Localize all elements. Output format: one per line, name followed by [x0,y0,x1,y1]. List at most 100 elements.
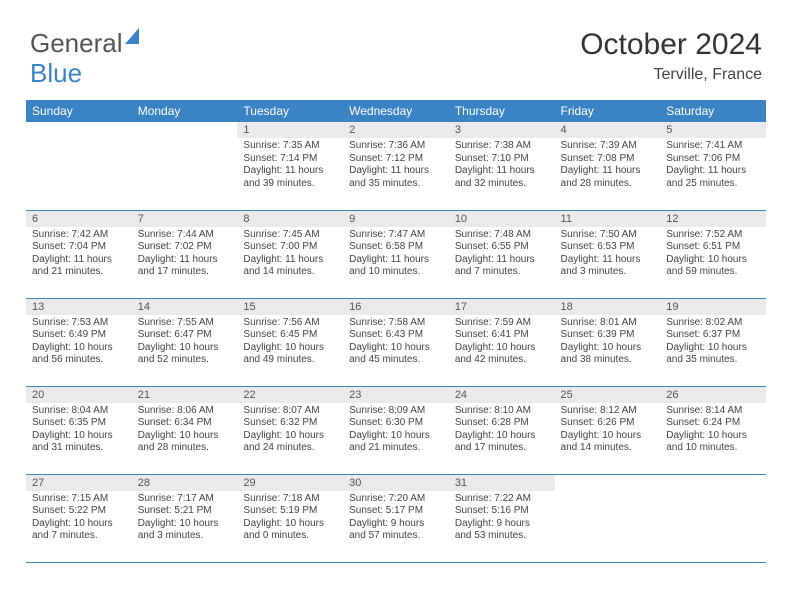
weekday-header: Friday [555,100,661,122]
day-number: 1 [237,122,343,138]
calendar-cell: 26Sunrise: 8:14 AMSunset: 6:24 PMDayligh… [660,386,766,474]
calendar-cell: 5Sunrise: 7:41 AMSunset: 7:06 PMDaylight… [660,122,766,210]
day-details: Sunrise: 8:10 AMSunset: 6:28 PMDaylight:… [449,403,555,459]
calendar-week-row: 20Sunrise: 8:04 AMSunset: 6:35 PMDayligh… [26,386,766,474]
day-details: Sunrise: 7:56 AMSunset: 6:45 PMDaylight:… [237,315,343,371]
month-title: October 2024 [580,28,762,62]
calendar-cell [555,474,661,562]
weekday-header: Tuesday [237,100,343,122]
calendar-cell: 8Sunrise: 7:45 AMSunset: 7:00 PMDaylight… [237,210,343,298]
day-number: 12 [660,211,766,227]
calendar-table: SundayMondayTuesdayWednesdayThursdayFrid… [26,100,766,563]
calendar-cell: 24Sunrise: 8:10 AMSunset: 6:28 PMDayligh… [449,386,555,474]
day-details: Sunrise: 7:39 AMSunset: 7:08 PMDaylight:… [555,138,661,194]
calendar-cell [26,122,132,210]
calendar-cell: 22Sunrise: 8:07 AMSunset: 6:32 PMDayligh… [237,386,343,474]
calendar-cell: 1Sunrise: 7:35 AMSunset: 7:14 PMDaylight… [237,122,343,210]
calendar-cell [660,474,766,562]
calendar-cell [132,122,238,210]
day-details: Sunrise: 8:09 AMSunset: 6:30 PMDaylight:… [343,403,449,459]
calendar-cell: 12Sunrise: 7:52 AMSunset: 6:51 PMDayligh… [660,210,766,298]
day-number: 3 [449,122,555,138]
day-details: Sunrise: 8:06 AMSunset: 6:34 PMDaylight:… [132,403,238,459]
weekday-header: Saturday [660,100,766,122]
day-number: 15 [237,299,343,315]
day-number: 26 [660,387,766,403]
logo: General [30,28,139,59]
day-details: Sunrise: 7:55 AMSunset: 6:47 PMDaylight:… [132,315,238,371]
day-details: Sunrise: 7:44 AMSunset: 7:02 PMDaylight:… [132,227,238,283]
day-number: 13 [26,299,132,315]
calendar-cell: 11Sunrise: 7:50 AMSunset: 6:53 PMDayligh… [555,210,661,298]
day-number: 4 [555,122,661,138]
day-details: Sunrise: 7:53 AMSunset: 6:49 PMDaylight:… [26,315,132,371]
header: General October 2024 Terville, France [0,0,792,90]
day-number: 14 [132,299,238,315]
day-details: Sunrise: 7:45 AMSunset: 7:00 PMDaylight:… [237,227,343,283]
day-details: Sunrise: 7:42 AMSunset: 7:04 PMDaylight:… [26,227,132,283]
calendar-cell: 14Sunrise: 7:55 AMSunset: 6:47 PMDayligh… [132,298,238,386]
day-number: 17 [449,299,555,315]
calendar-cell: 17Sunrise: 7:59 AMSunset: 6:41 PMDayligh… [449,298,555,386]
day-number: 21 [132,387,238,403]
day-number: 16 [343,299,449,315]
calendar-cell: 29Sunrise: 7:18 AMSunset: 5:19 PMDayligh… [237,474,343,562]
day-details: Sunrise: 7:48 AMSunset: 6:55 PMDaylight:… [449,227,555,283]
day-details: Sunrise: 7:15 AMSunset: 5:22 PMDaylight:… [26,491,132,547]
calendar-cell: 15Sunrise: 7:56 AMSunset: 6:45 PMDayligh… [237,298,343,386]
day-number: 28 [132,475,238,491]
calendar-cell: 18Sunrise: 8:01 AMSunset: 6:39 PMDayligh… [555,298,661,386]
weekday-header-row: SundayMondayTuesdayWednesdayThursdayFrid… [26,100,766,122]
day-details: Sunrise: 7:36 AMSunset: 7:12 PMDaylight:… [343,138,449,194]
calendar-cell: 16Sunrise: 7:58 AMSunset: 6:43 PMDayligh… [343,298,449,386]
day-number: 2 [343,122,449,138]
day-details: Sunrise: 7:58 AMSunset: 6:43 PMDaylight:… [343,315,449,371]
calendar-cell: 9Sunrise: 7:47 AMSunset: 6:58 PMDaylight… [343,210,449,298]
day-details: Sunrise: 7:35 AMSunset: 7:14 PMDaylight:… [237,138,343,194]
weekday-header: Wednesday [343,100,449,122]
calendar-cell: 20Sunrise: 8:04 AMSunset: 6:35 PMDayligh… [26,386,132,474]
day-details: Sunrise: 7:20 AMSunset: 5:17 PMDaylight:… [343,491,449,547]
day-number: 20 [26,387,132,403]
weekday-header: Thursday [449,100,555,122]
day-number: 9 [343,211,449,227]
day-number: 22 [237,387,343,403]
day-details: Sunrise: 8:07 AMSunset: 6:32 PMDaylight:… [237,403,343,459]
day-details: Sunrise: 8:14 AMSunset: 6:24 PMDaylight:… [660,403,766,459]
calendar-cell: 7Sunrise: 7:44 AMSunset: 7:02 PMDaylight… [132,210,238,298]
calendar-cell: 23Sunrise: 8:09 AMSunset: 6:30 PMDayligh… [343,386,449,474]
day-number: 18 [555,299,661,315]
day-number: 6 [26,211,132,227]
day-details: Sunrise: 7:38 AMSunset: 7:10 PMDaylight:… [449,138,555,194]
calendar-cell: 27Sunrise: 7:15 AMSunset: 5:22 PMDayligh… [26,474,132,562]
day-details: Sunrise: 8:02 AMSunset: 6:37 PMDaylight:… [660,315,766,371]
logo-triangle-icon [125,28,139,44]
day-number: 19 [660,299,766,315]
day-number: 5 [660,122,766,138]
day-number: 8 [237,211,343,227]
calendar-cell: 4Sunrise: 7:39 AMSunset: 7:08 PMDaylight… [555,122,661,210]
day-details: Sunrise: 7:59 AMSunset: 6:41 PMDaylight:… [449,315,555,371]
calendar-week-row: 27Sunrise: 7:15 AMSunset: 5:22 PMDayligh… [26,474,766,562]
day-number: 31 [449,475,555,491]
day-details: Sunrise: 7:52 AMSunset: 6:51 PMDaylight:… [660,227,766,283]
day-number: 25 [555,387,661,403]
day-details: Sunrise: 8:04 AMSunset: 6:35 PMDaylight:… [26,403,132,459]
day-number: 23 [343,387,449,403]
calendar-cell: 19Sunrise: 8:02 AMSunset: 6:37 PMDayligh… [660,298,766,386]
calendar-week-row: 1Sunrise: 7:35 AMSunset: 7:14 PMDaylight… [26,122,766,210]
day-number: 27 [26,475,132,491]
day-details: Sunrise: 7:22 AMSunset: 5:16 PMDaylight:… [449,491,555,547]
day-number: 30 [343,475,449,491]
calendar-cell: 21Sunrise: 8:06 AMSunset: 6:34 PMDayligh… [132,386,238,474]
calendar-cell: 31Sunrise: 7:22 AMSunset: 5:16 PMDayligh… [449,474,555,562]
title-block: October 2024 Terville, France [580,28,762,84]
calendar-cell: 30Sunrise: 7:20 AMSunset: 5:17 PMDayligh… [343,474,449,562]
day-details: Sunrise: 8:12 AMSunset: 6:26 PMDaylight:… [555,403,661,459]
day-number: 10 [449,211,555,227]
day-number: 11 [555,211,661,227]
calendar-cell: 2Sunrise: 7:36 AMSunset: 7:12 PMDaylight… [343,122,449,210]
day-details: Sunrise: 7:18 AMSunset: 5:19 PMDaylight:… [237,491,343,547]
day-details: Sunrise: 7:47 AMSunset: 6:58 PMDaylight:… [343,227,449,283]
calendar-cell: 6Sunrise: 7:42 AMSunset: 7:04 PMDaylight… [26,210,132,298]
